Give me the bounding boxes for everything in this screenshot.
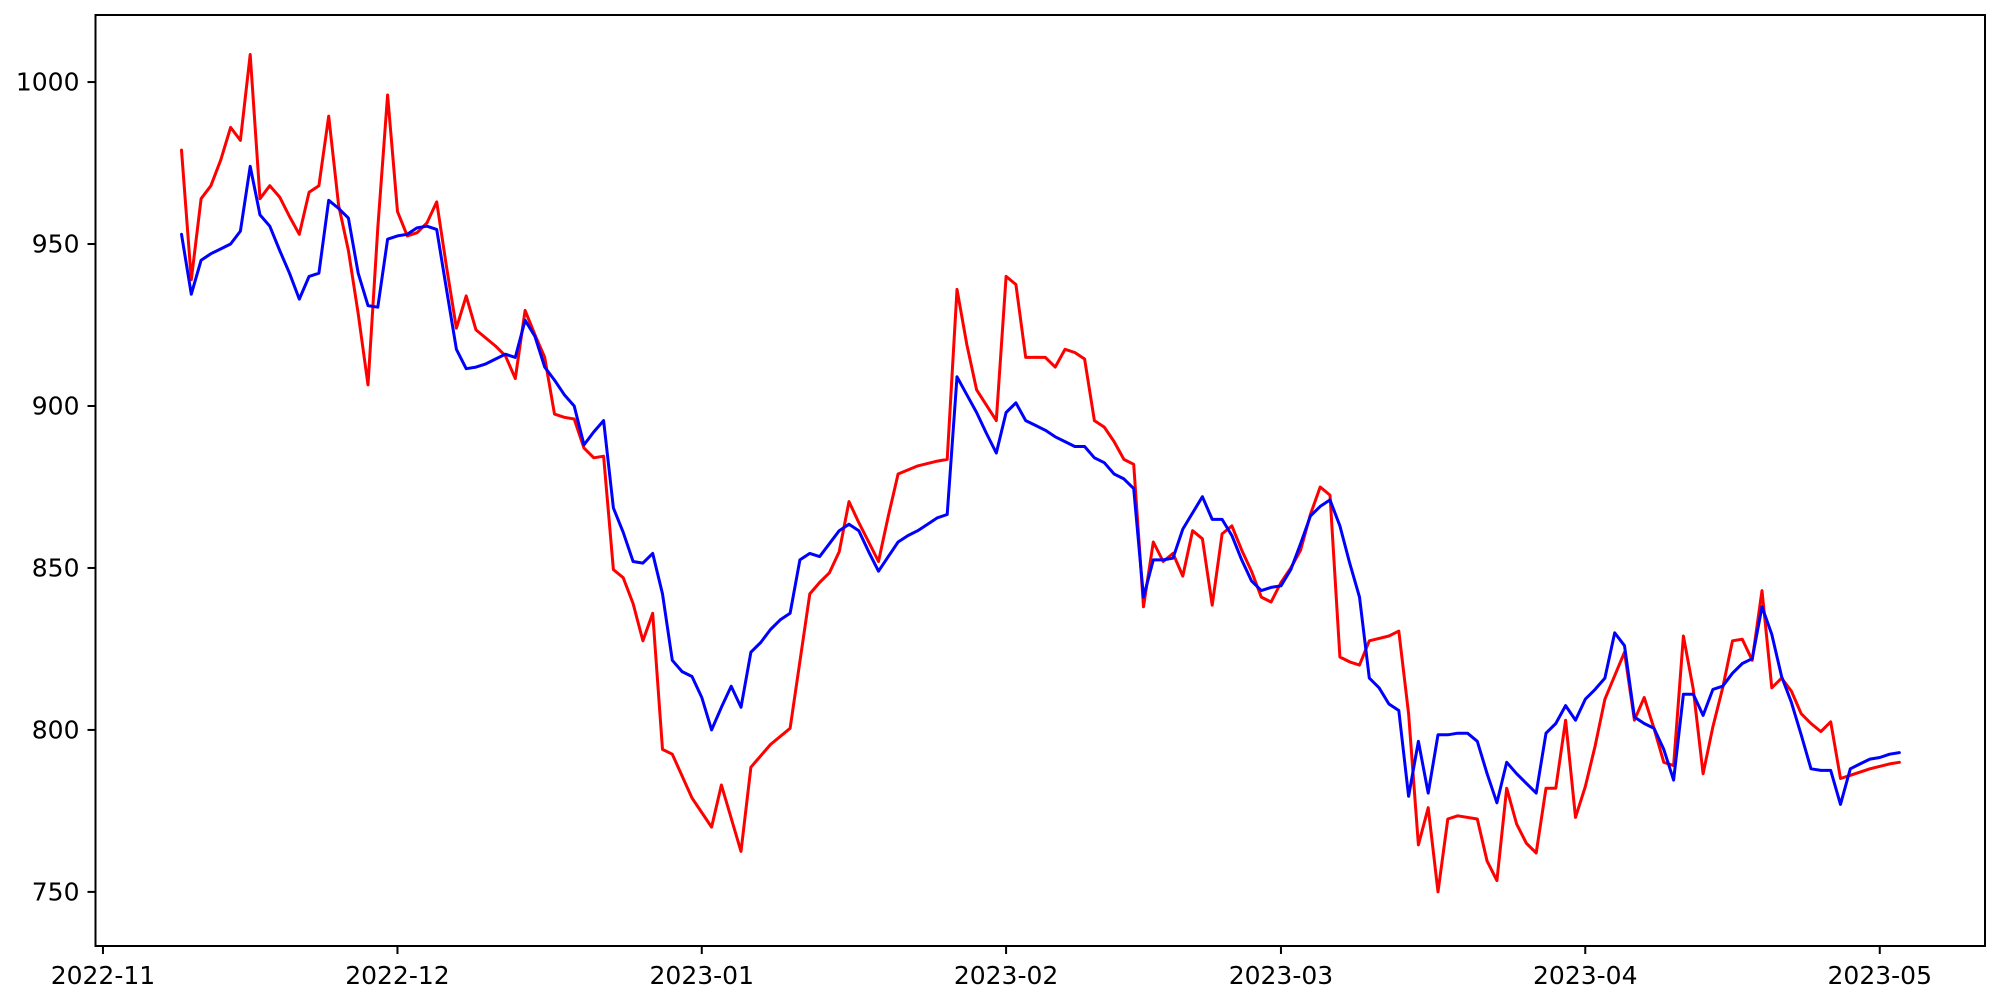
plot-area-spines	[94, 14, 1986, 947]
y-tick-label: 750	[32, 877, 80, 906]
y-tick-label: 850	[32, 553, 80, 582]
x-tick-label: 2023-02	[954, 961, 1058, 990]
x-tick-label: 2022-12	[345, 961, 449, 990]
y-tick-label: 950	[32, 230, 80, 259]
x-tick-label: 2023-04	[1533, 961, 1637, 990]
y-tick-label: 800	[32, 715, 80, 744]
x-tick-label: 2023-05	[1828, 961, 1932, 990]
x-tick-label: 2022-11	[51, 961, 155, 990]
y-tick-label: 1000	[16, 68, 80, 97]
blue-series-line	[180, 164, 1901, 806]
x-tick-label: 2023-01	[650, 961, 754, 990]
x-tick-label: 2023-03	[1229, 961, 1333, 990]
y-tick-label: 900	[32, 391, 80, 420]
red-series-line	[180, 53, 1901, 894]
